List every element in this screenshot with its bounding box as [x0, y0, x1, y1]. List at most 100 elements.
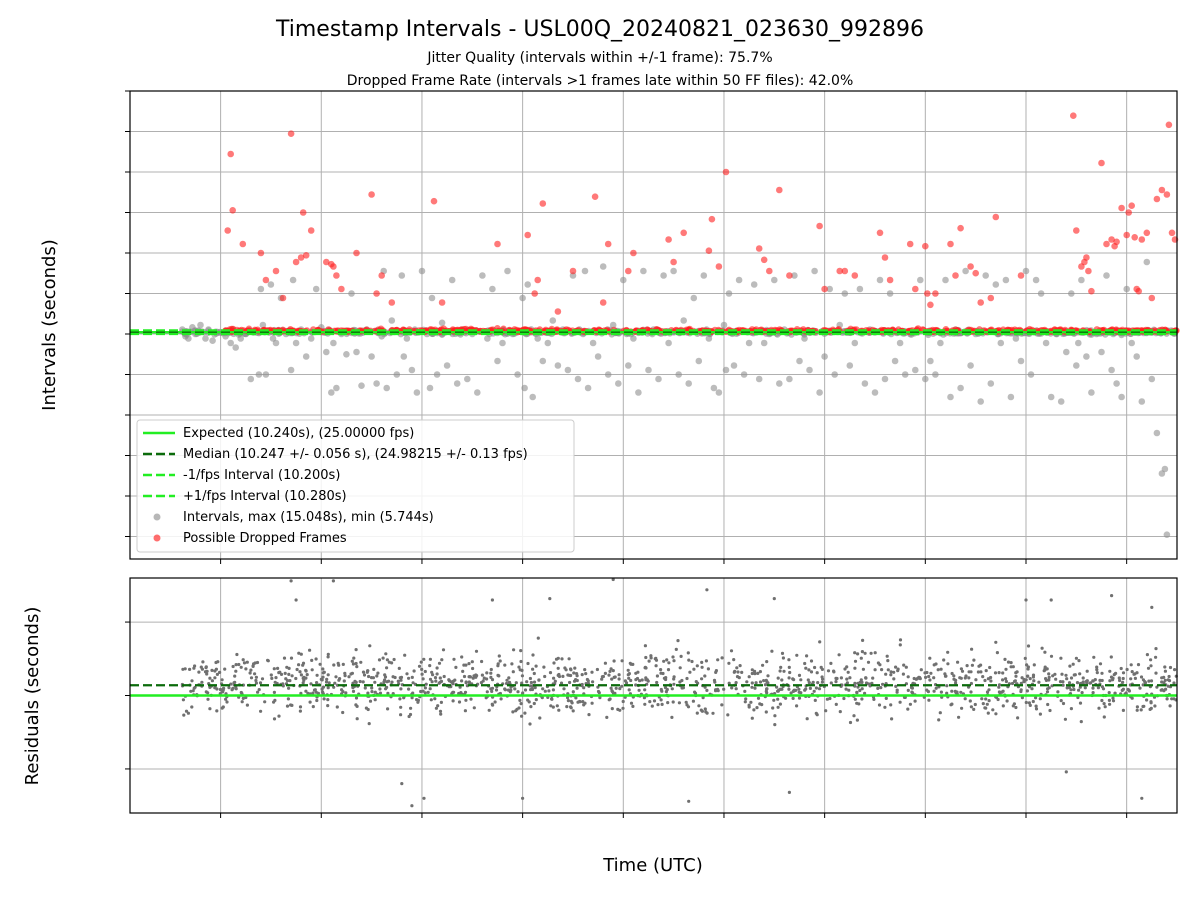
chart-subtitle-jitter: Jitter Quality (intervals within +/-1 fr… — [426, 50, 772, 66]
interval-point — [922, 375, 929, 383]
intervals-reference-lines — [130, 329, 1177, 336]
residual-point — [428, 687, 432, 691]
residual-point — [290, 703, 294, 708]
residual-point — [451, 679, 455, 683]
residual-point — [952, 674, 956, 678]
residual-point — [963, 697, 967, 701]
residual-point — [1091, 679, 1095, 683]
residual-point — [490, 598, 494, 602]
residual-point — [1110, 594, 1114, 598]
residual-point — [685, 703, 689, 707]
residual-point — [631, 704, 635, 709]
residual-point — [460, 655, 464, 659]
residual-point — [699, 708, 703, 712]
residual-point — [762, 679, 766, 683]
residual-point — [1139, 675, 1144, 679]
interval-point — [287, 366, 295, 374]
residual-point — [1154, 647, 1158, 651]
residual-point — [967, 676, 971, 680]
residual-point — [979, 670, 983, 674]
legend-label-expected: Expected (10.240s), (25.00000 fps) — [183, 426, 414, 441]
residual-point — [610, 707, 614, 711]
residual-point — [763, 683, 768, 687]
residual-point — [1130, 696, 1134, 700]
residual-point — [782, 669, 786, 673]
residual-point — [938, 711, 942, 715]
residual-point — [609, 686, 613, 690]
residual-point — [310, 668, 314, 672]
residual-point — [969, 690, 973, 694]
residual-point — [1056, 690, 1060, 694]
residual-point — [534, 664, 538, 668]
intervals-legend: Expected (10.240s), (25.00000 fps) Media… — [136, 419, 575, 553]
residual-point — [409, 706, 413, 710]
residual-point — [984, 697, 988, 701]
residual-point — [274, 676, 278, 680]
residual-point — [520, 714, 524, 718]
residual-point — [685, 676, 689, 681]
residual-point — [1129, 663, 1133, 667]
dropped-frame-point — [229, 207, 236, 214]
interval-point — [891, 357, 899, 365]
dropped-frame-point — [368, 191, 375, 198]
residual-point — [254, 675, 258, 679]
residual-point — [713, 680, 717, 684]
interval-point — [1032, 276, 1040, 284]
residual-point — [902, 663, 906, 667]
dropped-frame-point — [1148, 294, 1156, 302]
interval-point — [896, 339, 904, 347]
dropped-frame-point — [816, 222, 823, 230]
residual-point — [1024, 700, 1028, 705]
residual-point — [1084, 679, 1088, 684]
dropped-frame-point — [881, 254, 889, 261]
residual-point — [326, 704, 330, 708]
residual-point — [392, 657, 396, 662]
interval-point — [400, 353, 408, 360]
residual-point — [494, 688, 499, 692]
dropped-frame-point — [1123, 231, 1130, 239]
residual-point — [621, 706, 625, 710]
residual-point — [646, 679, 650, 683]
residual-point — [972, 707, 976, 712]
residual-point — [485, 671, 489, 675]
interval-point — [670, 267, 677, 275]
residual-point — [979, 663, 983, 667]
residual-point — [864, 681, 869, 685]
residual-point — [1022, 679, 1026, 684]
residual-point — [791, 696, 795, 701]
residual-point — [747, 703, 751, 707]
residual-point — [474, 649, 479, 653]
residual-point — [1019, 688, 1023, 692]
dropped-frame-point — [1103, 240, 1110, 248]
residual-point — [516, 690, 520, 694]
residual-point — [470, 660, 474, 664]
residual-point — [234, 669, 238, 673]
residual-point — [391, 675, 395, 679]
interval-point — [189, 324, 196, 331]
residual-point — [1121, 708, 1125, 713]
residual-point — [705, 588, 709, 592]
residual-point — [1069, 707, 1073, 711]
residual-point — [1050, 684, 1054, 688]
residual-point — [996, 697, 1000, 702]
residual-point — [1034, 696, 1038, 700]
interval-point — [1118, 393, 1125, 401]
residual-point — [614, 686, 618, 690]
residual-point — [361, 680, 365, 684]
dropped-frame-point — [531, 290, 538, 297]
residual-point — [304, 669, 308, 673]
dropped-frame-point — [1135, 287, 1142, 295]
residual-point — [396, 679, 400, 683]
residual-point — [424, 682, 428, 686]
residual-point — [326, 673, 330, 677]
interval-point — [1143, 258, 1151, 266]
residual-point — [1034, 707, 1039, 711]
residual-point — [927, 698, 931, 702]
residual-point — [1146, 666, 1151, 670]
residual-point — [183, 667, 187, 671]
residual-point — [569, 705, 573, 709]
residual-point — [315, 698, 319, 703]
residual-point — [973, 702, 977, 707]
residual-point — [974, 678, 978, 682]
residual-point — [208, 707, 212, 711]
